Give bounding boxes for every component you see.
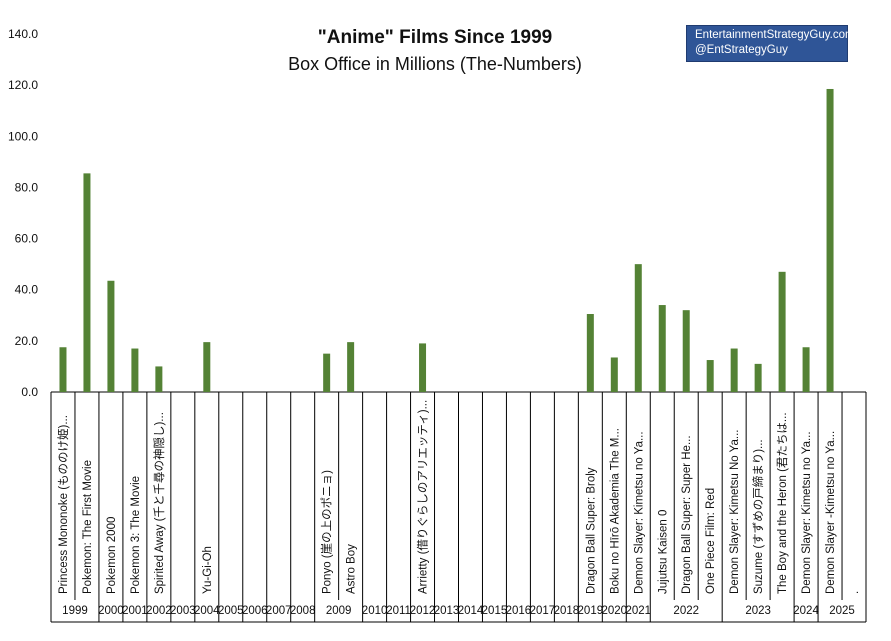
year-label: 2000	[98, 605, 124, 617]
year-label: 2013	[434, 605, 460, 617]
year-label: 2016	[506, 605, 532, 617]
film-label: Boku no Hīrō Akademia The M...	[609, 428, 621, 594]
year-label: 2009	[326, 605, 352, 617]
bar	[59, 347, 67, 392]
year-label: 2014	[458, 605, 484, 617]
film-label: Pokemon 2000	[106, 517, 118, 594]
chart-subtitle: Box Office in Millions (The-Numbers)	[288, 54, 582, 74]
year-label: 2024	[793, 605, 819, 617]
film-label: Spirited Away (千と千尋の神隠し)...	[152, 412, 166, 594]
bar	[730, 348, 738, 392]
bar	[682, 310, 690, 392]
bar	[610, 357, 618, 392]
bar	[131, 348, 139, 392]
year-label: 2010	[362, 605, 388, 617]
year-label: 2015	[482, 605, 508, 617]
film-label: Arrietty (借りぐらしのアリエッティ)...	[417, 400, 430, 594]
brand-box[interactable]: EntertainmentStrategyGuy.com @EntStrateg…	[686, 25, 855, 62]
year-label: 2025	[829, 605, 855, 617]
bar	[634, 264, 642, 392]
year-label: 2020	[602, 605, 628, 617]
year-label: 2023	[745, 605, 771, 617]
film-label: Astro Boy	[346, 544, 358, 594]
film-label: Demon Slayer -Kimetsu no Ya...	[825, 431, 837, 594]
y-tick-label: 120.0	[8, 78, 38, 92]
y-tick-label: 60.0	[15, 232, 39, 246]
bar	[83, 173, 91, 392]
bar	[419, 343, 427, 392]
film-label: Princess Mononoke (もののけ姫)...	[56, 415, 70, 594]
year-label: 2003	[170, 605, 196, 617]
bar	[155, 366, 163, 392]
year-label: 2005	[218, 605, 244, 617]
year-label: 2012	[410, 605, 436, 617]
film-label: Pokemon: The First Movie	[82, 460, 94, 594]
film-label: Pokemon 3: The Movie	[130, 476, 142, 594]
brand-site: EntertainmentStrategyGuy.com	[695, 29, 855, 41]
chart-title: "Anime" Films Since 1999	[317, 27, 553, 48]
film-label: Ponyo (崖の上のポニョ)	[321, 470, 334, 594]
year-label: 2022	[673, 605, 699, 617]
film-label: Demon Slayer: Kimetsu no Ya...	[801, 431, 813, 594]
y-tick-label: 80.0	[15, 180, 39, 194]
year-label: 2007	[266, 605, 292, 617]
film-label: .	[849, 591, 861, 594]
year-label: 2008	[290, 605, 316, 617]
year-label: 2021	[625, 605, 651, 617]
film-label: Demon Slayer: Kimetsu no Ya...	[633, 431, 645, 594]
year-label: 2017	[530, 605, 556, 617]
film-label: Yu-Gi-Oh	[202, 546, 214, 594]
bar	[754, 363, 762, 392]
bar	[347, 342, 355, 392]
bar	[323, 353, 331, 392]
bar	[203, 342, 211, 392]
y-tick-label: 40.0	[15, 283, 39, 297]
year-label: 2002	[146, 605, 172, 617]
film-label: Demon Slayer: Kimetsu No Ya...	[729, 430, 741, 594]
film-label: Dragon Ball Super: Super He...	[681, 435, 693, 594]
year-label: 2004	[194, 605, 220, 617]
bar	[658, 305, 666, 392]
film-label: One Piece Film: Red	[705, 488, 717, 594]
film-label: Dragon Ball Super: Broly	[585, 467, 597, 594]
bar	[586, 314, 594, 392]
year-label: 2011	[386, 605, 411, 617]
bar	[107, 280, 115, 392]
y-tick-label: 100.0	[8, 129, 38, 143]
film-label: Suzume (すずめの戸締まり)...	[751, 439, 765, 594]
bar	[826, 88, 834, 392]
year-label: 2001	[122, 605, 148, 617]
y-tick-label: 0.0	[21, 385, 38, 399]
film-label: The Boy and the Heron (君たちは...	[776, 412, 789, 594]
y-tick-label: 140.0	[8, 27, 38, 41]
film-label: Jujutsu Kaisen 0	[657, 510, 669, 594]
bar	[778, 271, 786, 392]
brand-handle: @EntStrategyGuy	[695, 44, 788, 56]
year-label: 1999	[62, 605, 88, 617]
y-tick-label: 20.0	[15, 334, 39, 348]
year-label: 2006	[242, 605, 268, 617]
bar	[802, 347, 810, 392]
year-label: 2019	[578, 605, 604, 617]
bar	[706, 360, 714, 392]
year-label: 2018	[554, 605, 580, 617]
